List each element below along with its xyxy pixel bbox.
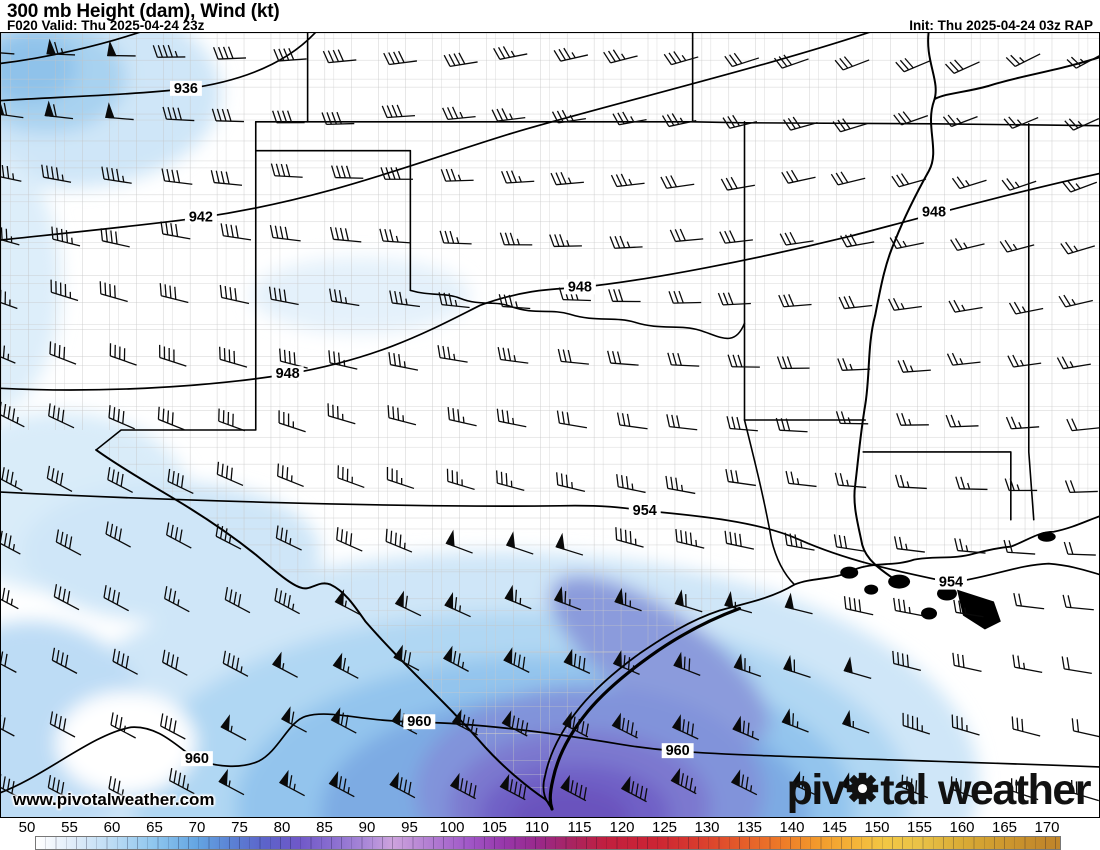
colorbar-tick: 170 xyxy=(1034,819,1060,836)
colorbar-tick: 115 xyxy=(567,819,592,836)
colorbar-tick: 145 xyxy=(821,819,848,836)
map-canvas: 936 942 948 948 948 954 954 960 960 960 xyxy=(0,32,1100,818)
rio-grande xyxy=(95,448,553,811)
height-contours xyxy=(1,33,1099,794)
colorbar-cell-lines xyxy=(36,837,1060,849)
colorbar-tick: 70 xyxy=(188,819,206,836)
colorbar-tick: 125 xyxy=(651,819,678,836)
logo-text-weather: weather xyxy=(937,766,1092,814)
mississippi-river xyxy=(853,33,937,581)
contour-label-bg xyxy=(271,366,304,382)
gear-icon xyxy=(846,770,879,813)
colorbar-area: 50 55 60 65 70 75 80 85 90 95 100 105 110 115 120 125 13… xyxy=(0,818,1100,850)
colorbar-tick: 150 xyxy=(864,819,890,836)
colorbar-tick: 105 xyxy=(481,819,508,836)
colorbar-tick: 65 xyxy=(146,819,163,836)
colorbar-tick: 50 xyxy=(18,819,36,836)
contour-label-bg xyxy=(563,279,596,295)
colorbar-tick: 55 xyxy=(61,819,78,836)
logo-text-tal: tal xyxy=(880,766,927,814)
colorbar-tick: 100 xyxy=(439,819,465,836)
contour-label: 936 xyxy=(174,81,198,97)
colorbar-tick: 75 xyxy=(231,819,248,836)
colorbar-tick: 165 xyxy=(991,819,1018,836)
state-borders xyxy=(95,33,1099,586)
logo-text-piv: piv xyxy=(786,766,846,814)
colorbar-tick: 95 xyxy=(401,819,418,836)
colorbar-tick: 80 xyxy=(273,819,291,836)
contour-labels: 936 942 948 948 948 954 954 960 960 960 xyxy=(169,80,967,767)
page-title: 300 mb Height (dam), Wind (kt) xyxy=(7,1,280,22)
contour-label: 954 xyxy=(633,503,657,519)
colorbar-tick: 130 xyxy=(694,819,720,836)
contour-label-bg xyxy=(403,714,436,730)
contour-label: 948 xyxy=(922,205,946,221)
contour-label-bg xyxy=(180,751,213,767)
coastal-marsh xyxy=(840,531,1056,630)
init-label: Init: Thu 2025-04-24 03z RAP xyxy=(909,18,1093,33)
colorbar-tick: 60 xyxy=(103,819,121,836)
colorbar-tick: 140 xyxy=(779,819,805,836)
colorbar-tick-row: 50 55 60 65 70 75 80 85 90 95 100 105 110 115 120 125 13… xyxy=(0,818,1100,836)
contour-label-bg xyxy=(169,80,202,96)
colorbar-tick: 160 xyxy=(949,819,975,836)
colorbar-tick: 120 xyxy=(609,819,635,836)
map-svg: 936 942 948 948 948 954 954 960 960 960 xyxy=(1,33,1099,817)
contour-label: 954 xyxy=(939,575,963,591)
colorbar-tick: 90 xyxy=(358,819,376,836)
forecast-valid-label: F020 Valid: Thu 2025-04-24 23z xyxy=(7,18,205,33)
header: 300 mb Height (dam), Wind (kt) F020 Vali… xyxy=(0,0,1100,33)
colorbar-tick: 155 xyxy=(906,819,933,836)
colorbar-tick: 110 xyxy=(525,819,549,836)
colorbar-gradient xyxy=(35,836,1061,850)
contour-label-bg xyxy=(661,743,694,759)
rivers xyxy=(95,33,1099,811)
contour-label: 960 xyxy=(185,751,209,767)
ohio-river xyxy=(934,56,1099,100)
colorbar-tick: 85 xyxy=(316,819,333,836)
colorbar-tick: 135 xyxy=(736,819,763,836)
contour-label: 942 xyxy=(189,210,213,226)
contour-label-bg xyxy=(935,574,967,590)
contour-label-bg xyxy=(628,502,661,518)
contour-label-bg xyxy=(184,209,217,225)
contour-label-bg xyxy=(918,204,950,220)
wind-barbs xyxy=(1,38,1099,803)
pivotal-weather-logo: piv tal weather xyxy=(786,766,1092,814)
contour-label: 960 xyxy=(407,714,431,730)
contour-label: 948 xyxy=(276,366,300,382)
watermark-url: www.pivotalweather.com xyxy=(13,790,215,809)
contour-label: 960 xyxy=(666,743,690,759)
contour-label: 948 xyxy=(568,279,592,295)
